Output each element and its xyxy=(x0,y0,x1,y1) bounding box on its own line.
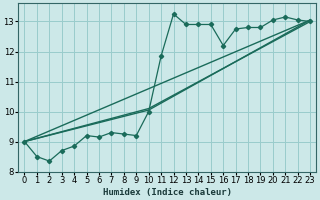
X-axis label: Humidex (Indice chaleur): Humidex (Indice chaleur) xyxy=(103,188,232,197)
